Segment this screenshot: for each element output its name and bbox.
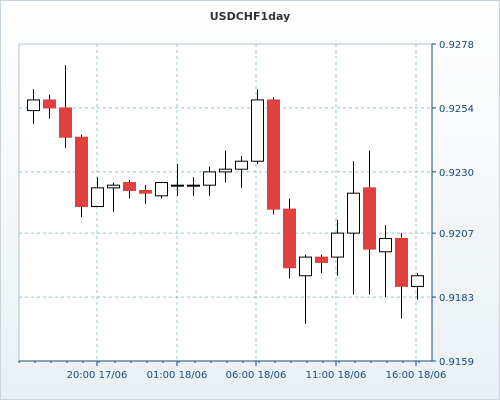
candle xyxy=(91,177,104,207)
candle xyxy=(203,166,216,196)
candle xyxy=(27,89,40,124)
y-tick-label: 0.9230 xyxy=(439,168,474,179)
candle-body-down xyxy=(75,136,88,207)
candle xyxy=(235,155,248,188)
candle-body-down xyxy=(315,256,328,263)
candle xyxy=(411,273,424,300)
candle-body-up xyxy=(107,184,120,189)
candles xyxy=(27,65,424,324)
candle xyxy=(171,163,184,196)
y-tick-label: 0.9207 xyxy=(439,229,474,240)
candle xyxy=(379,225,392,298)
candle xyxy=(283,198,296,279)
candle xyxy=(267,97,280,215)
x-tick-label: 11:00 18/06 xyxy=(306,370,367,381)
candle-body-down xyxy=(395,237,408,287)
candle-body-up xyxy=(299,256,312,277)
candle-body-down xyxy=(363,187,376,250)
y-tick-label: 0.9159 xyxy=(439,357,474,368)
candle xyxy=(315,254,328,274)
candle xyxy=(187,177,200,196)
candle xyxy=(219,150,232,183)
chart-title: USDCHF1day xyxy=(209,10,291,23)
candle-body-up xyxy=(27,99,40,112)
y-tick-label: 0.9278 xyxy=(439,40,474,51)
axes: 0.9278 0.9254 0.9230 0.9207 0.9183 0.9159 20:0… xyxy=(18,40,474,381)
candle xyxy=(363,150,376,295)
candle xyxy=(347,161,360,295)
candle-body-down xyxy=(123,182,136,192)
x-tick-label: 20:00 17/06 xyxy=(67,370,128,381)
candle xyxy=(123,179,136,199)
y-tick-label: 0.9183 xyxy=(439,293,474,304)
candle-body-up xyxy=(187,184,200,187)
candle-body-down xyxy=(267,99,280,210)
candle-body-down xyxy=(43,99,56,109)
candle-body-up xyxy=(219,168,232,173)
candle-body-up xyxy=(203,171,216,186)
candle xyxy=(43,94,56,119)
candle xyxy=(75,134,88,218)
candle-body-up xyxy=(235,160,248,170)
x-tick-label: 01:00 18/06 xyxy=(147,370,208,381)
candle xyxy=(59,65,72,148)
candle xyxy=(251,89,264,164)
candle-body-up xyxy=(171,184,184,187)
candle-body-up xyxy=(251,99,264,162)
candle-body-up xyxy=(379,237,392,253)
candle xyxy=(155,182,168,199)
candle xyxy=(395,233,408,319)
candle-body-up xyxy=(411,275,424,287)
candle-body-down xyxy=(139,190,152,194)
y-tick-label: 0.9254 xyxy=(439,104,474,115)
candle xyxy=(299,254,312,324)
candle-body-up xyxy=(347,192,360,234)
candle-body-down xyxy=(59,107,72,138)
candle-body-up xyxy=(91,187,104,207)
candle-body-down xyxy=(283,208,296,269)
x-tick-label: 16:00 18/06 xyxy=(386,370,447,381)
candle xyxy=(139,185,152,204)
x-tick-label: 06:00 18/06 xyxy=(226,370,287,381)
candle-body-up xyxy=(155,182,168,197)
candle xyxy=(331,219,344,276)
candle xyxy=(107,182,120,212)
candle-body-up xyxy=(331,232,344,258)
